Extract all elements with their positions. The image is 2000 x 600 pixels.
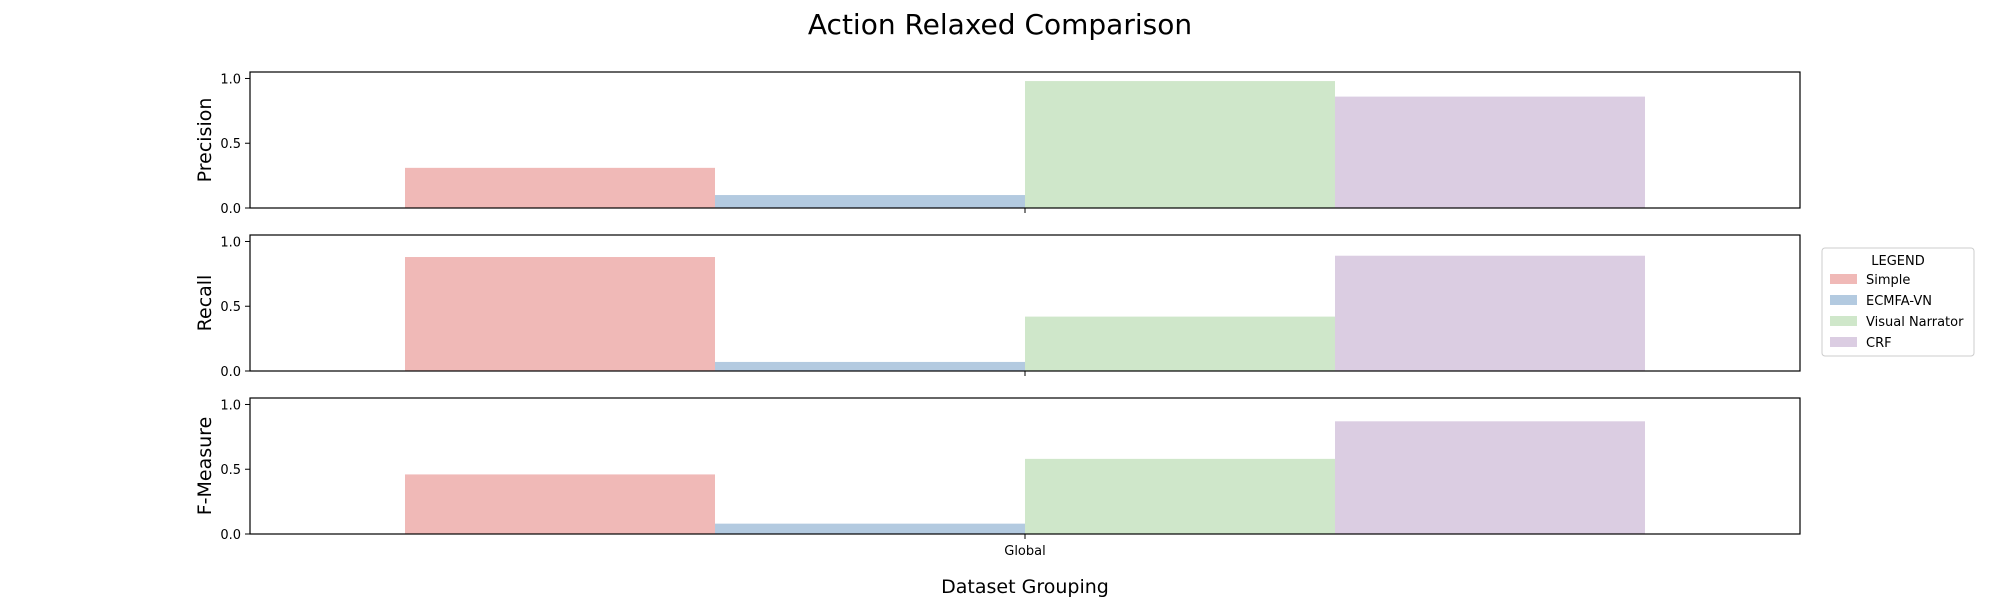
y-tick-label: 1.0 (220, 235, 241, 250)
legend-swatch (1830, 295, 1857, 305)
chart-title: Action Relaxed Comparison (808, 8, 1192, 41)
legend: LEGEND Simple ECMFA-VN Visual Narrator CRF (1821, 247, 1975, 357)
x-tick-label: Global (1004, 544, 1045, 559)
bar-simple (405, 474, 715, 534)
legend-label: ECMFA-VN (1866, 294, 1932, 309)
chart-panels: 0.0 0.5 1.0 Precision 0.0 0.5 1.0 Recall 0.0 0.5 1… (194, 71, 1801, 559)
y-axis-label: Precision (194, 98, 216, 183)
legend-swatch (1830, 337, 1857, 347)
y-tick-label: 0.5 (220, 137, 241, 152)
y-tick-label: 0.0 (220, 202, 241, 217)
y-axis-label: Recall (194, 275, 216, 332)
legend-title: LEGEND (1871, 254, 1924, 269)
legend-swatch (1830, 316, 1857, 326)
panel-precision: 0.0 0.5 1.0 Precision (194, 71, 1801, 217)
y-axis-label: F-Measure (194, 417, 216, 516)
y-tick-label: 0.0 (220, 528, 241, 543)
panel-recall: 0.0 0.5 1.0 Recall (194, 234, 1801, 380)
bar-visual-narrator (1025, 458, 1335, 534)
bar-simple (405, 167, 715, 208)
legend-label: Simple (1866, 273, 1910, 288)
bar-ecmfa-vn (715, 523, 1025, 534)
bar-simple (405, 257, 715, 371)
bar-ecmfa-vn (715, 361, 1025, 371)
bar-crf (1335, 421, 1645, 534)
y-tick-label: 1.0 (220, 72, 241, 87)
bar-visual-narrator (1025, 81, 1335, 208)
bar-crf (1335, 96, 1645, 208)
y-tick-label: 0.0 (220, 365, 241, 380)
bar-ecmfa-vn (715, 195, 1025, 208)
y-tick-label: 0.5 (220, 463, 241, 478)
y-tick-label: 1.0 (220, 398, 241, 413)
legend-box (1821, 247, 1975, 357)
panel-f-measure: 0.0 0.5 1.0 F-Measure (194, 397, 1801, 543)
legend-label: Visual Narrator (1866, 315, 1964, 330)
legend-label: CRF (1866, 336, 1892, 351)
bar-visual-narrator (1025, 316, 1335, 371)
legend-swatch (1830, 274, 1857, 284)
bar-crf (1335, 255, 1645, 371)
y-tick-label: 0.5 (220, 300, 241, 315)
x-axis-label: Dataset Grouping (941, 576, 1109, 598)
